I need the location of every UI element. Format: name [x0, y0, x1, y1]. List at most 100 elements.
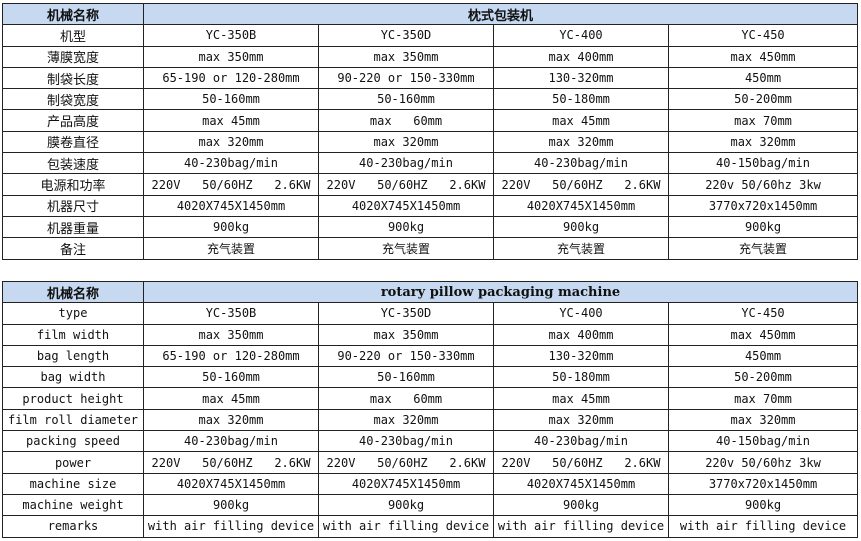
cell-value: max 45mm: [493, 109, 669, 132]
cell-value: 130-320mm: [493, 66, 669, 90]
table-row: product height max 45mm max 60mm max 45mm ma…: [2, 387, 858, 410]
cell-value: 4020X745X1450mm: [318, 472, 494, 495]
cell-value: 3770x720x1450mm: [668, 472, 858, 495]
cell-value: with air filling device: [668, 515, 858, 538]
cell-value: max 320mm: [493, 408, 669, 432]
table-title: 枕式包装机: [143, 2, 858, 26]
cell-value: 220V 50/60HZ 2.6KW: [318, 451, 494, 474]
cell-value: 220V 50/60HZ 2.6KW: [143, 173, 319, 196]
cell-value: 充气装置: [318, 237, 494, 260]
row-label: product height: [2, 387, 144, 410]
cell-value: 4020X745X1450mm: [493, 194, 669, 217]
cell-value: YC-450: [668, 302, 858, 325]
table-row: 包装速度 40-230bag/min 40-230bag/min 40-230bag/…: [2, 152, 858, 175]
cell-value: 220V 50/60HZ 2.6KW: [493, 451, 669, 474]
cell-value: max 320mm: [143, 408, 319, 432]
table-row: 机器尺寸 4020X745X1450mm 4020X745X1450mm 4020X7…: [2, 194, 858, 217]
cell-value: with air filling device: [493, 515, 669, 538]
table-row: machine size 4020X745X1450mm 4020X745X1450…: [2, 472, 858, 495]
cell-value: 充气装置: [668, 237, 858, 260]
cell-value: 220v 50/60hz 3kw: [668, 173, 858, 196]
cell-value: max 450mm: [668, 45, 858, 68]
row-label: 包装速度: [2, 152, 144, 175]
row-label: packing speed: [2, 430, 144, 453]
table-row: bag length 65-190 or 120-280mm 90-220 or 1…: [2, 344, 858, 368]
cell-value: 900kg: [143, 493, 319, 517]
cell-value: max 60mm: [318, 109, 494, 132]
cell-value: YC-350D: [318, 24, 494, 47]
table-row: 机型 YC-350B YC-350D YC-400 YC-450: [2, 24, 858, 47]
row-label: machine size: [2, 472, 144, 495]
cell-value: 220V 50/60HZ 2.6KW: [143, 451, 319, 474]
cell-value: 50-200mm: [668, 366, 858, 389]
cell-value: 40-230bag/min: [493, 152, 669, 175]
cell-value: 65-190 or 120-280mm: [143, 344, 319, 368]
cell-value: max 320mm: [318, 408, 494, 432]
table-row: 制袋宽度 50-160mm 50-160mm 50-180mm 50-200mm: [2, 88, 858, 111]
cell-value: YC-450: [668, 24, 858, 47]
cell-value: 50-200mm: [668, 88, 858, 111]
cell-value: 40-230bag/min: [493, 430, 669, 453]
cell-value: 50-180mm: [493, 366, 669, 389]
row-label: 制袋长度: [2, 66, 144, 90]
cell-value: 900kg: [493, 215, 669, 239]
cell-value: 充气装置: [143, 237, 319, 260]
cell-value: max 400mm: [493, 323, 669, 346]
cell-value: 220v 50/60hz 3kw: [668, 451, 858, 474]
cell-value: with air filling device: [318, 515, 494, 538]
table-row: type YC-350B YC-350D YC-400 YC-450: [2, 302, 858, 325]
corner-label: 机械名称: [2, 280, 144, 304]
cell-value: max 350mm: [318, 323, 494, 346]
row-label: film roll diameter: [2, 408, 144, 432]
cell-value: 50-160mm: [143, 88, 319, 111]
cell-value: 450mm: [668, 344, 858, 368]
table-row: packing speed 40-230bag/min 40-230bag/min 4…: [2, 430, 858, 453]
spec-table-chinese: 机械名称 枕式包装机 机型 YC-350B YC-350D YC-400 YC-450 薄膜宽…: [2, 2, 858, 260]
row-label: 机器尺寸: [2, 194, 144, 217]
row-label: film width: [2, 323, 144, 346]
spec-table-english: 机械名称 rotary pillow packaging machine type Y…: [2, 280, 858, 538]
cell-value: 900kg: [668, 215, 858, 239]
row-label: 机器重量: [2, 215, 144, 239]
row-label: 膜卷直径: [2, 130, 144, 154]
row-label: remarks: [2, 515, 144, 538]
row-label: 产品高度: [2, 109, 144, 132]
cell-value: max 350mm: [143, 45, 319, 68]
cell-value: YC-350B: [143, 302, 319, 325]
cell-value: 220V 50/60HZ 2.6KW: [318, 173, 494, 196]
cell-value: max 70mm: [668, 109, 858, 132]
row-label: 电源和功率: [2, 173, 144, 196]
cell-value: 40-230bag/min: [318, 430, 494, 453]
cell-value: 900kg: [493, 493, 669, 517]
cell-value: 40-230bag/min: [318, 152, 494, 175]
table-row: power 220V 50/60HZ 2.6KW 220V 50/60HZ 2.6K…: [2, 451, 858, 474]
cell-value: 900kg: [143, 215, 319, 239]
cell-value: 900kg: [668, 493, 858, 517]
cell-value: max 60mm: [318, 387, 494, 410]
table-row: machine weight 900kg 900kg 900kg 900kg: [2, 493, 858, 517]
cell-value: 90-220 or 150-330mm: [318, 66, 494, 90]
row-label: bag width: [2, 366, 144, 389]
cell-value: 4020X745X1450mm: [318, 194, 494, 217]
cell-value: max 45mm: [143, 109, 319, 132]
cell-value: max 350mm: [143, 323, 319, 346]
cell-value: 50-160mm: [318, 366, 494, 389]
cell-value: YC-350D: [318, 302, 494, 325]
cell-value: 3770x720x1450mm: [668, 194, 858, 217]
table-row: remarks with air filling device with air f…: [2, 515, 858, 538]
cell-value: max 320mm: [668, 408, 858, 432]
table-row: 电源和功率 220V 50/60HZ 2.6KW 220V 50/60HZ 2.6K…: [2, 173, 858, 196]
row-label: 薄膜宽度: [2, 45, 144, 68]
cell-value: max 320mm: [318, 130, 494, 154]
cell-value: 40-230bag/min: [143, 430, 319, 453]
row-label: bag length: [2, 344, 144, 368]
cell-value: max 45mm: [493, 387, 669, 410]
cell-value: 50-160mm: [318, 88, 494, 111]
table-row: bag width 50-160mm 50-160mm 50-180mm 50-200m…: [2, 366, 858, 389]
cell-value: 40-150bag/min: [668, 430, 858, 453]
cell-value: with air filling device: [143, 515, 319, 538]
cell-value: 450mm: [668, 66, 858, 90]
cell-value: 充气装置: [493, 237, 669, 260]
cell-value: 900kg: [318, 493, 494, 517]
table-row: film roll diameter max 320mm max 320mm max …: [2, 408, 858, 432]
